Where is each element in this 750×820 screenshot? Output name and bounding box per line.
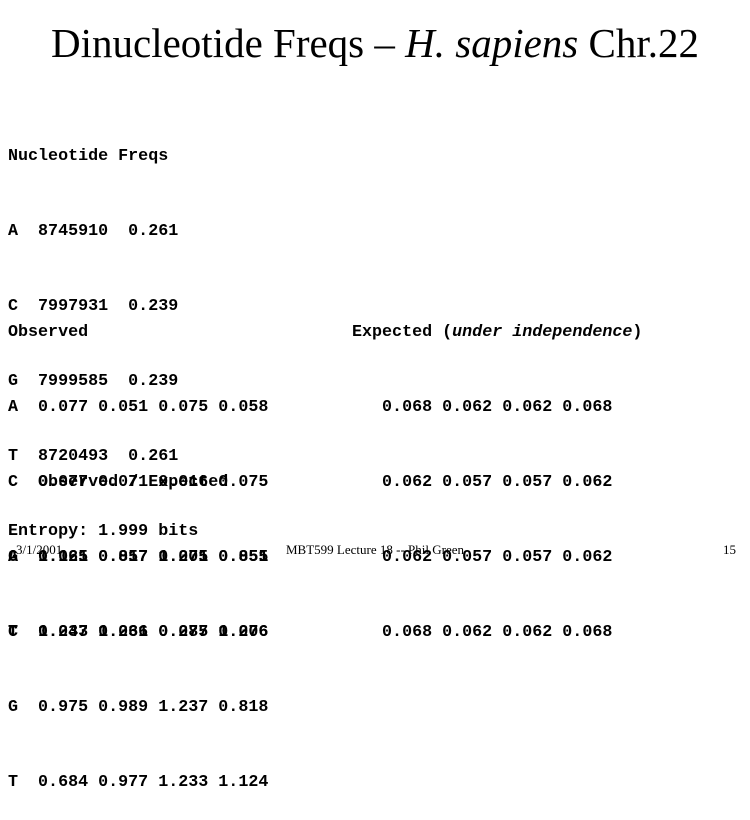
title-prefix: Dinucleotide Freqs –: [51, 20, 406, 66]
expected-header: Expected (under independence): [352, 320, 642, 345]
expected-row-a: 0.068 0.062 0.062 0.068: [352, 398, 613, 417]
nucleotide-freq-row-g: G 7999585 0.239: [8, 372, 179, 391]
observed-row-a: A 0.077 0.051 0.075 0.058: [8, 398, 269, 417]
ratio-row-c: C 1.233 1.236 0.285 1.206: [8, 623, 269, 642]
nucleotide-freqs-block: Nucleotide Freqs A 8745910 0.261 C 79979…: [8, 94, 198, 569]
nucleotide-freqs-header: Nucleotide Freqs: [8, 147, 169, 166]
footer-lecture: MBT599 Lecture 18 -- Phil Green: [286, 542, 464, 557]
nucleotide-freq-row-t: T 8720493 0.261: [8, 447, 179, 466]
nucleotide-freq-row-a: A 8745910 0.261: [8, 222, 179, 241]
observed-row-c: C 0.077 0.071 0.016 0.075: [8, 473, 269, 492]
ratio-table: Observed / Expected A 1.125 0.817 1.205 …: [8, 420, 268, 820]
observed-header: Observed: [8, 323, 89, 342]
slide-title: Dinucleotide Freqs – H. sapiens Chr.22: [0, 18, 750, 68]
expected-header-prefix: Expected (: [352, 323, 453, 342]
footer-page-number: 15: [723, 542, 736, 557]
ratio-row-t: T 0.684 0.977 1.233 1.124: [8, 773, 269, 792]
expected-header-italic: under independence: [452, 323, 633, 342]
ratio-header: Observed / Expected: [8, 473, 229, 492]
expected-header-suffix: ): [632, 323, 643, 342]
entropy-line: Entropy: 1.999 bits: [8, 522, 199, 541]
footer-date: 3/1/2001: [16, 542, 63, 557]
expected-table: Expected (under independence) 0.068 0.06…: [352, 270, 642, 670]
nucleotide-freq-row-c: C 7997931 0.239: [8, 297, 179, 316]
expected-row-t: 0.068 0.062 0.062 0.068: [352, 623, 613, 642]
expected-row-c: 0.062 0.057 0.057 0.062: [352, 473, 613, 492]
title-suffix: Chr.22: [578, 20, 700, 66]
title-species: H. sapiens: [405, 20, 579, 66]
ratio-row-g: G 0.975 0.989 1.237 0.818: [8, 698, 269, 717]
